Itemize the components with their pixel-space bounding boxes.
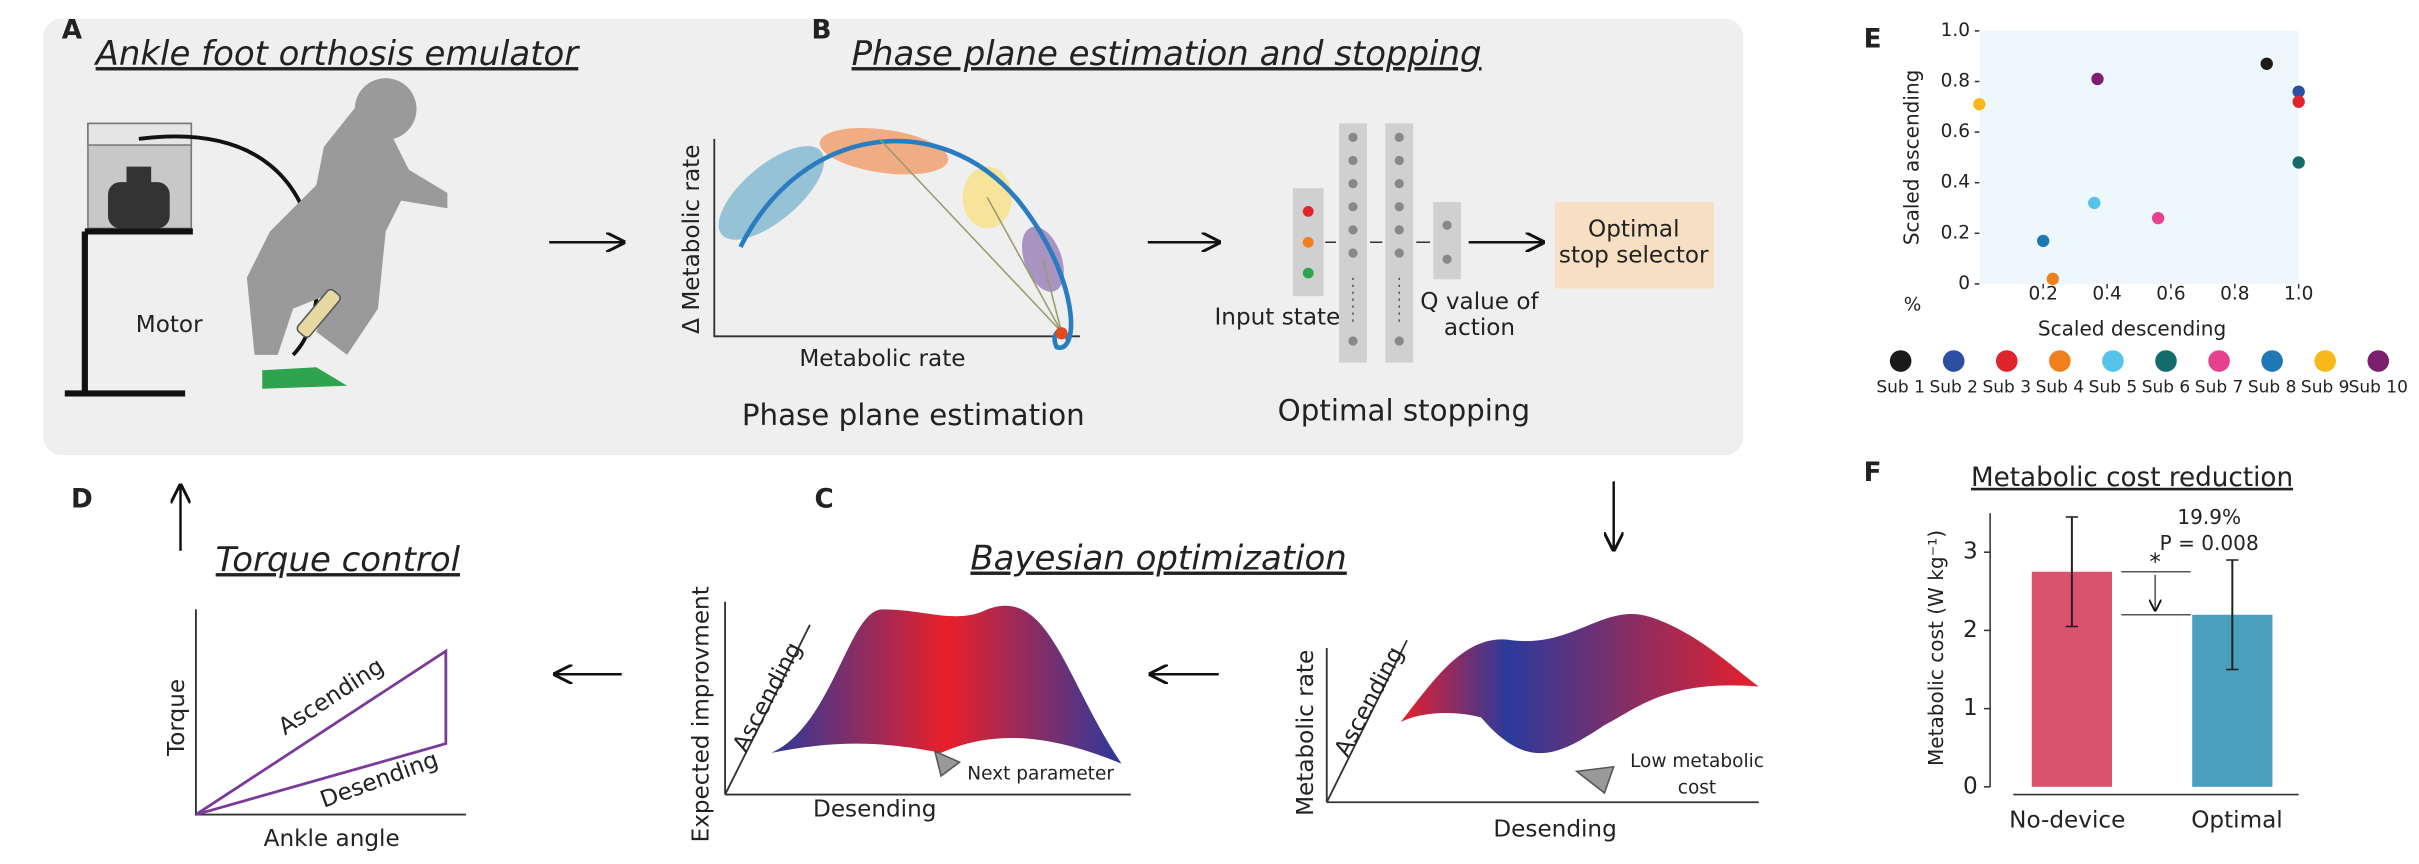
axis-label: Torque	[164, 679, 190, 757]
annotation: P = 0.008	[2160, 531, 2259, 555]
axis-label: Ascending	[1330, 643, 1409, 761]
panel-letter: F	[1864, 458, 1882, 488]
panel-letter: E	[1864, 25, 1882, 55]
point	[1973, 98, 1985, 110]
node-label: Optimal	[1588, 216, 1679, 242]
legend-label: Sub 4	[2036, 377, 2085, 397]
legend-swatch	[2208, 350, 2230, 372]
point	[2088, 197, 2100, 209]
panel-title: Phase plane estimation and stopping	[852, 34, 1482, 74]
legend-swatch	[2155, 350, 2177, 372]
node-label: Input state	[1214, 304, 1340, 330]
axis-label: Desending	[1493, 817, 1616, 843]
y-tick-label: 1	[1963, 695, 1978, 721]
axis-label: Desending	[813, 796, 936, 822]
axis-label: Metabolic rate	[799, 346, 965, 372]
node-label: action	[1444, 315, 1515, 341]
legend-swatch	[2261, 350, 2283, 372]
y-tick-label: 0	[1958, 273, 1970, 294]
plot-background	[1979, 31, 2298, 284]
panel-letter: D	[71, 484, 93, 514]
y-tick-label: 0.8	[1941, 70, 1970, 91]
line-label: Desending	[317, 747, 442, 814]
point	[2292, 156, 2304, 168]
axis-label: Metabolic cost (W kg⁻¹)	[1924, 530, 1948, 766]
node-label: Q value of	[1420, 289, 1539, 315]
legend-label: Sub 5	[2089, 377, 2137, 397]
caption: Phase plane estimation	[742, 398, 1085, 432]
y-tick-label: 2	[1963, 617, 1978, 643]
legend-label: Sub 2	[1929, 377, 1977, 397]
axis-label: Metabolic rate	[1293, 650, 1319, 816]
surface-drawing	[725, 602, 1759, 803]
motor-label: Motor	[136, 312, 203, 338]
page: {"panel_a": {"letter": "A", "title": "An…	[0, 0, 2419, 864]
y-tick-label: 0.2	[1941, 222, 1970, 243]
legend-label: Sub 9	[2301, 377, 2349, 397]
point	[2037, 235, 2049, 247]
legend-label: Sub 6	[2142, 377, 2191, 397]
point	[2261, 58, 2273, 70]
axis-label: Expected improvment	[688, 586, 714, 842]
panel-title: Bayesian optimization	[970, 539, 1346, 579]
x-tick-label: Optimal	[2191, 807, 2283, 833]
figure: A Ankle foot orthosis emulator Motor B P…	[0, 0, 2419, 864]
legend-swatch	[2102, 350, 2124, 372]
axis-label: Δ Metabolic rate	[679, 145, 705, 334]
chart-title: Metabolic cost reduction	[1971, 463, 2293, 493]
panel-title: Torque control	[216, 540, 461, 580]
legend-label: Sub 10	[2349, 377, 2408, 397]
point	[2091, 73, 2103, 85]
legend-label: Sub 8	[2248, 377, 2296, 397]
x-tick-label: No-device	[2009, 807, 2125, 833]
legend-label: Sub 3	[1983, 377, 2031, 397]
point	[2152, 212, 2164, 224]
legend-swatch	[2314, 350, 2336, 372]
y-tick-label: 0	[1963, 773, 1978, 799]
annotation: cost	[1678, 777, 1716, 798]
legend-swatch	[1996, 350, 2018, 372]
legend-swatch	[1890, 350, 1912, 372]
y-tick-label: 0.4	[1941, 172, 1970, 193]
y-tick-label: 1.0	[1941, 20, 1970, 41]
legend-swatch	[1943, 350, 1965, 372]
axis-label: Scaled ascending	[1899, 70, 1923, 246]
y-tick-label: 0.6	[1941, 121, 1970, 142]
panel-letter: B	[811, 15, 831, 45]
axis-label: Scaled descending	[2038, 317, 2226, 341]
caption: Optimal stopping	[1278, 393, 1530, 427]
annotation: 19.9%	[2177, 505, 2241, 529]
note: %	[1904, 294, 1922, 315]
y-tick-label: 3	[1963, 539, 1978, 565]
point	[2047, 273, 2059, 285]
legend-label: Sub 7	[2195, 377, 2244, 397]
legend-label: Sub 1	[1876, 377, 1924, 397]
panel-letter: C	[815, 484, 834, 514]
legend-swatch	[2367, 350, 2389, 372]
panel-letter: A	[62, 15, 83, 45]
annotation: Low metabolic	[1630, 751, 1764, 772]
legend-swatch	[2049, 350, 2071, 372]
panel-title: Ankle foot orthosis emulator	[94, 34, 581, 74]
axis-label: Ankle angle	[264, 826, 400, 852]
node-label: stop selector	[1559, 243, 1709, 269]
annotation: Next parameter	[967, 763, 1114, 784]
point	[2292, 96, 2304, 108]
